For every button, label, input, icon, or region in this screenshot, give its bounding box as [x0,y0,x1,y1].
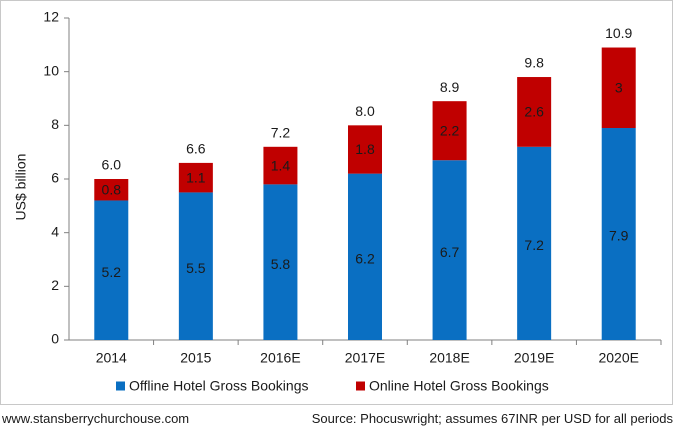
x-tick-label: 2015 [180,350,211,366]
x-tick-label: 2016E [260,350,300,366]
y-tick-label: 6 [51,170,59,186]
footer-website: www.stansberrychurchouse.com [2,411,190,426]
legend-label-offline: Offline Hotel Gross Bookings [129,378,309,394]
chart-frame: 0 2 4 6 8 10 12 US$ billion 5.2 0.8 6.0 2014 5.5 1.1 6… [0,0,673,405]
bar-offline [517,146,552,340]
bar-offline [178,192,213,340]
data-label-online: 1.4 [271,157,291,173]
legend-swatch-offline [116,381,125,391]
data-label-offline: 7.2 [524,237,544,253]
bar-online [348,125,382,174]
bar-online [178,162,213,193]
footer-source: Source: Phocuswright; assumes 67INR per … [311,411,673,426]
data-label-total: 8.0 [355,103,375,119]
data-label-online: 1.1 [186,169,206,185]
x-tick-label: 2020E [598,350,638,366]
y-tick-label: 2 [51,277,59,293]
data-label-total: 9.8 [524,55,544,71]
bar-offline [94,200,129,340]
y-tick-label: 4 [51,223,59,239]
data-label-offline: 5.2 [102,264,122,280]
y-tick-label: 10 [43,62,59,78]
stacked-bar-chart: 0 2 4 6 8 10 12 US$ billion 5.2 0.8 6.0 2014 5.5 1.1 6… [13,9,662,394]
y-tick-label: 0 [51,331,59,347]
bar-online [94,179,129,201]
legend-label-online: Online Hotel Gross Bookings [369,378,549,394]
x-tick-label: 2018E [429,350,469,366]
data-label-online: 1.8 [355,141,375,157]
data-label-total: 8.9 [440,79,460,95]
x-tick-label: 2014 [96,350,127,366]
data-label-total: 6.6 [186,141,206,157]
data-label-offline: 5.8 [271,256,291,272]
bar-offline [601,128,636,340]
legend-swatch-online [356,381,365,391]
data-label-online: 2.2 [440,122,460,138]
data-label-total: 10.9 [605,25,632,41]
data-label-offline: 6.7 [440,244,460,260]
data-label-online: 3 [615,79,623,95]
bar-offline [432,160,467,340]
y-tick-label: 8 [51,116,59,132]
y-axis-title: US$ billion [13,154,29,221]
data-label-total: 6.0 [102,157,122,173]
data-label-total: 7.2 [271,125,291,141]
data-label-online: 0.8 [102,181,122,197]
bar-offline [348,173,382,340]
data-label-offline: 7.9 [609,228,629,244]
bar-online [432,101,467,161]
data-label-online: 2.6 [524,104,544,120]
bar-online [263,146,298,185]
data-label-offline: 5.5 [186,260,206,276]
bar-online [601,47,636,129]
data-label-offline: 6.2 [355,251,375,267]
y-tick-label: 12 [43,9,59,25]
x-tick-label: 2019E [514,350,554,366]
x-tick-label: 2017E [345,350,385,366]
bar-online [517,77,552,147]
bar-offline [263,184,298,340]
